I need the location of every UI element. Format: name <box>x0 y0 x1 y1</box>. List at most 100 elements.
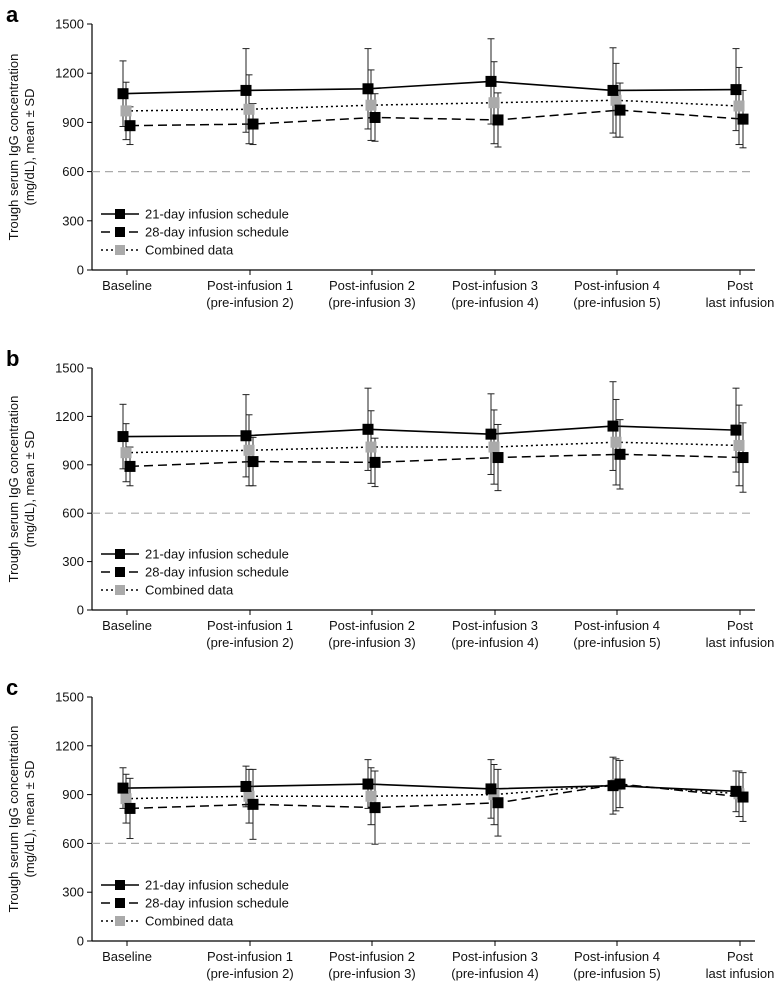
x-tick-label: Post-infusion 3 <box>452 278 538 293</box>
y-tick-label: 600 <box>62 164 84 179</box>
legend-label: 21-day infusion schedule <box>145 207 289 222</box>
series-line-21-day <box>122 425 737 438</box>
data-point <box>120 447 132 459</box>
x-tick-label: (pre-infusion 5) <box>573 295 660 310</box>
data-point <box>610 94 622 106</box>
data-point <box>365 441 377 453</box>
y-tick-label: 300 <box>62 885 84 900</box>
y-tick-label: 0 <box>77 934 84 949</box>
data-point <box>733 439 745 451</box>
chart-panel-b: b Trough serum IgG concentration (mg/dL), … <box>6 346 774 650</box>
data-point <box>240 780 252 792</box>
data-point <box>485 75 497 87</box>
data-point <box>362 423 374 435</box>
data-point <box>247 798 259 810</box>
data-point <box>488 789 500 801</box>
data-point <box>492 797 504 809</box>
data-point <box>124 802 136 814</box>
data-point <box>485 783 497 795</box>
x-tick-label: (pre-infusion 4) <box>451 966 538 981</box>
legend-marker <box>115 567 125 577</box>
y-tick-label: 1500 <box>55 17 84 32</box>
data-point <box>362 83 374 95</box>
y-tick-label: 900 <box>62 457 84 472</box>
data-point <box>362 778 374 790</box>
x-tick-label: last infusion <box>706 295 775 310</box>
x-tick-label: Post-infusion 3 <box>452 618 538 633</box>
y-tick-label: 1200 <box>55 66 84 81</box>
data-point <box>492 114 504 126</box>
data-point <box>369 111 381 123</box>
x-tick-label: Post-infusion 2 <box>329 278 415 293</box>
data-point <box>730 785 742 797</box>
legend-marker <box>115 585 125 595</box>
y-axis-label: Trough serum IgG concentration <box>6 396 21 583</box>
x-tick-label: Baseline <box>102 618 152 633</box>
data-point <box>737 791 749 803</box>
data-point <box>737 452 749 464</box>
data-point <box>117 431 129 443</box>
panel-letter: a <box>6 2 19 27</box>
y-tick-label: 900 <box>62 787 84 802</box>
data-point <box>240 430 252 442</box>
y-tick-label: 600 <box>62 506 84 521</box>
legend-label: 21-day infusion schedule <box>145 547 289 562</box>
chart-panel-c: c Trough serum IgG concentration (mg/dL), … <box>6 675 774 981</box>
data-point <box>614 778 626 790</box>
x-tick-label: Baseline <box>102 278 152 293</box>
legend-label: 28-day infusion schedule <box>145 225 289 240</box>
data-point <box>369 802 381 814</box>
x-tick-label: Post-infusion 3 <box>452 949 538 964</box>
data-point <box>369 456 381 468</box>
x-tick-label: Post-infusion 1 <box>207 278 293 293</box>
legend-label: 28-day infusion schedule <box>145 565 289 580</box>
series-line-combined <box>125 99 740 112</box>
data-point <box>614 104 626 116</box>
data-point <box>607 420 619 432</box>
y-axis-label: (mg/dL), mean ± SD <box>22 89 37 206</box>
data-point <box>607 84 619 96</box>
x-tick-label: Post-infusion 1 <box>207 618 293 633</box>
y-axis-label: (mg/dL), mean ± SD <box>22 761 37 878</box>
series-line-28-day <box>129 109 744 127</box>
data-point <box>730 84 742 96</box>
legend-label: Combined data <box>145 914 234 929</box>
data-point <box>485 428 497 440</box>
data-point <box>247 456 259 468</box>
x-tick-label: Post-infusion 1 <box>207 949 293 964</box>
data-point <box>117 88 129 100</box>
data-point <box>365 99 377 111</box>
data-point <box>614 448 626 460</box>
legend-marker <box>115 549 125 559</box>
y-tick-label: 0 <box>77 603 84 618</box>
x-tick-label: Post <box>727 278 753 293</box>
legend-label: Combined data <box>145 243 234 258</box>
x-tick-label: Post-infusion 2 <box>329 618 415 633</box>
legend-marker <box>115 245 125 255</box>
data-point <box>492 452 504 464</box>
x-tick-label: Post-infusion 4 <box>574 618 660 633</box>
y-tick-label: 300 <box>62 213 84 228</box>
data-point <box>247 118 259 130</box>
y-tick-label: 300 <box>62 554 84 569</box>
x-tick-label: last infusion <box>706 966 775 981</box>
series-line-28-day <box>129 453 744 468</box>
data-point <box>120 105 132 117</box>
series-line-21-day <box>122 783 737 793</box>
y-axis-label: Trough serum IgG concentration <box>6 726 21 913</box>
x-tick-label: (pre-infusion 4) <box>451 635 538 650</box>
data-point <box>488 97 500 109</box>
x-tick-label: (pre-infusion 3) <box>328 966 415 981</box>
data-point <box>117 782 129 794</box>
y-tick-label: 600 <box>62 836 84 851</box>
x-tick-label: (pre-infusion 5) <box>573 966 660 981</box>
y-tick-label: 1500 <box>55 361 84 376</box>
x-tick-label: Baseline <box>102 949 152 964</box>
data-point <box>733 100 745 112</box>
data-point <box>730 424 742 436</box>
data-point <box>488 441 500 453</box>
y-axis-label: Trough serum IgG concentration <box>6 54 21 241</box>
legend-marker <box>115 880 125 890</box>
x-tick-label: Post-infusion 4 <box>574 278 660 293</box>
